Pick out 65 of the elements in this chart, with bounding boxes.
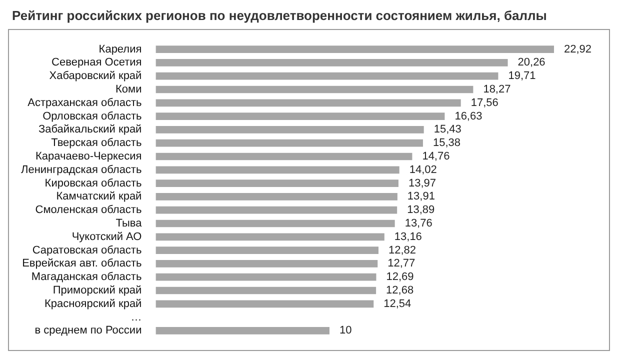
bar [156,99,461,107]
bar [156,273,376,281]
data-label: 19,71 [508,70,536,82]
y-tick-label: Красноярский край [44,298,142,310]
bar [156,72,498,80]
y-tick-label: Смоленская область [35,204,142,216]
data-label: 14,02 [409,164,437,176]
y-tick-label: Астраханская область [28,96,142,109]
bar [156,220,395,228]
bar [156,193,398,200]
y-tick-label: Приморский край [52,284,142,297]
data-label: 13,16 [394,230,422,243]
y-tick-label: Кировская область [44,177,142,190]
chart-title: Рейтинг российских регионов по неудовлетворенности состоянием жилья, баллы [12,8,548,23]
bar [156,233,384,241]
data-label: 20,26 [518,56,546,69]
y-tick-label: Северная Осетия [52,56,142,69]
y-tick-label: … [130,311,142,324]
y-tick-label: Саратовская область [32,244,142,256]
y-tick-label: Еврейская авт. область [22,258,142,270]
data-label: 16,63 [454,110,482,122]
data-label: 12,68 [386,284,414,297]
bar [156,180,398,187]
y-tick-label: Ленинградская область [20,164,142,176]
data-label: 22,92 [564,43,592,56]
data-label: 17,56 [470,96,498,109]
y-tick-label: Карелия [98,43,142,56]
bar [156,152,412,160]
bar [156,166,400,174]
data-label: 12,69 [386,271,414,284]
bar [156,126,424,134]
bar [156,46,554,53]
bar [156,139,423,147]
bar [156,246,378,254]
data-label: 13,89 [407,204,435,216]
y-tick-label: в среднем по России [34,324,142,337]
y-tick-label: Орловская область [42,110,142,122]
bar [156,300,374,308]
data-label: 15,43 [434,124,462,136]
y-tick-label: Забайкальский край [38,124,142,136]
data-label: 12,82 [388,244,416,256]
bar [156,59,508,66]
bar [156,86,474,94]
data-label: 12,54 [384,298,412,310]
data-label: 13,76 [404,218,432,230]
bar [156,260,378,268]
bar [156,206,398,214]
bar [156,327,330,334]
data-label: 10 [339,324,352,337]
y-tick-label: Тверская область [51,137,142,150]
y-tick-label: Карачаево-Черкесия [35,150,142,163]
data-label: 15,38 [432,137,461,150]
y-tick-label: Чукотский АО [72,230,142,243]
data-label: 12,77 [388,258,416,270]
data-label: 14,76 [422,150,450,163]
y-tick-label: Коми [115,84,142,96]
data-label: 13,91 [407,190,435,203]
bar [156,286,376,294]
data-label: 18,27 [483,84,511,96]
y-tick-label: Камчатский край [56,190,142,203]
bar [156,112,445,120]
y-tick-label: Тыва [116,218,143,230]
y-tick-label: Хабаровский край [49,70,142,82]
y-tick-label: Магаданская область [31,271,142,284]
data-label: 13,97 [408,177,436,190]
